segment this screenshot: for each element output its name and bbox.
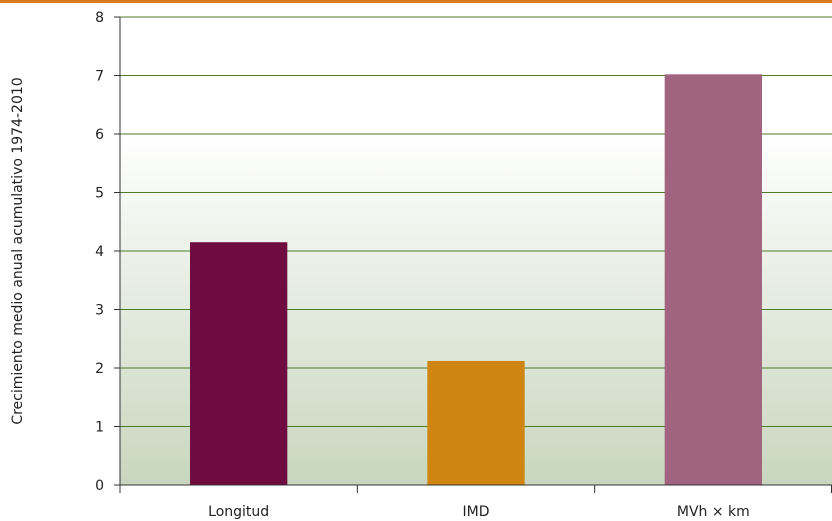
y-tick-label: 5 xyxy=(95,186,104,202)
bar-imd xyxy=(427,360,525,485)
bar-mvh-km xyxy=(664,74,762,485)
y-tick-label: 2 xyxy=(95,361,104,377)
tick-labels: 0 1 2 3 4 5 6 7 8 Longitud IMD MVh × km xyxy=(95,10,750,520)
bar-longitud xyxy=(190,242,288,485)
top-border-rule xyxy=(0,0,832,3)
y-tick-label: 6 xyxy=(95,127,104,143)
y-axis-title: Crecimiento medio anual acumulativo 1974… xyxy=(10,77,26,424)
y-tick-label: 4 xyxy=(95,244,104,260)
axes xyxy=(114,16,832,493)
y-tick-label: 1 xyxy=(95,420,104,436)
x-tick-label: MVh × km xyxy=(677,504,750,520)
x-tick-label: Longitud xyxy=(208,504,269,520)
bars xyxy=(190,74,762,485)
y-tick-label: 3 xyxy=(95,303,104,319)
y-tick-label: 7 xyxy=(95,69,104,85)
y-tick-label: 8 xyxy=(95,10,104,26)
y-tick-label: 0 xyxy=(95,478,104,494)
x-tick-label: IMD xyxy=(463,504,490,520)
